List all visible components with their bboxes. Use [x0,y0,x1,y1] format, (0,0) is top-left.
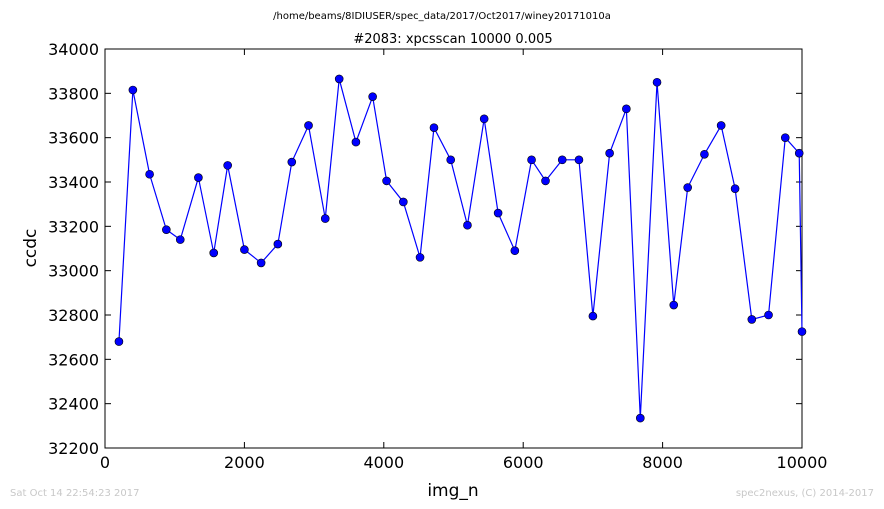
y-axis: 32200 32400 32600 32800 33000 33200 33400 33600… [48,40,802,458]
data-point [716,121,726,130]
data-point [429,123,439,132]
data-point [446,155,456,165]
data-point [493,208,503,218]
data-point [287,157,297,167]
x-axis: 0 2000 4000 6000 8000 10000 [100,49,828,472]
x-axis-label: img_n [427,481,478,501]
data-point [162,225,171,234]
y-tick-label: 32200 [48,439,99,458]
data-point [574,155,584,165]
data-point [382,176,391,186]
data-point [463,220,472,230]
data-point [415,253,425,262]
x-tick-label: 2000 [224,453,265,472]
footer-credit: spec2nexus, (C) 2014-2017 [735,488,874,499]
data-point [622,104,631,114]
data-point [700,149,709,159]
data-point [368,92,377,101]
x-tick-label: 8000 [642,453,683,472]
x-tick-label: 10000 [777,453,828,472]
data-point [194,173,203,182]
data-point [351,137,361,147]
series-group [114,74,807,423]
y-tick-label: 33000 [48,262,99,281]
y-tick-label: 33200 [48,217,99,236]
data-point [128,85,138,95]
y-tick-label: 32800 [48,306,99,325]
data-point [304,121,313,130]
data-point [145,169,154,179]
data-point [730,184,740,193]
data-point [320,214,330,223]
y-tick-label: 33400 [48,173,99,192]
data-point [605,148,614,158]
chart-title: #2083: xpcsscan 10000 0.005 [353,32,552,47]
data-point [273,239,283,249]
data-point [175,235,185,244]
data-point [541,176,550,186]
y-tick-label: 32400 [48,395,99,414]
data-point [588,311,598,321]
data-point [797,327,807,336]
y-tick-label: 32600 [48,350,99,369]
y-axis-label: ccdc [21,229,41,268]
y-tick-label: 33800 [48,84,99,103]
footer-timestamp: Sat Oct 14 22:54:23 2017 [10,488,140,499]
data-point [652,77,662,87]
data-point [669,300,679,310]
plot-area [104,48,803,449]
data-point [334,74,344,84]
y-tick-label: 34000 [48,40,99,59]
data-point [479,114,489,124]
data-point [399,197,408,207]
data-point [510,246,520,256]
y-tick-label: 33600 [48,129,99,148]
data-point [747,315,757,324]
data-point [256,258,266,268]
data-point [223,161,232,170]
data-point [794,148,804,158]
file-path-text: /home/beams/8IDIUSER/spec_data/2017/Oct2… [273,11,611,22]
data-point [557,155,567,165]
x-tick-label: 0 [100,453,110,472]
data-point [764,310,773,320]
data-point [240,245,249,254]
data-point [683,183,692,192]
data-point [114,337,124,346]
data-point [209,248,219,258]
x-tick-label: 4000 [363,453,404,472]
data-point [635,413,645,423]
data-point [527,155,536,165]
data-point [780,133,790,142]
x-tick-label: 6000 [503,453,544,472]
